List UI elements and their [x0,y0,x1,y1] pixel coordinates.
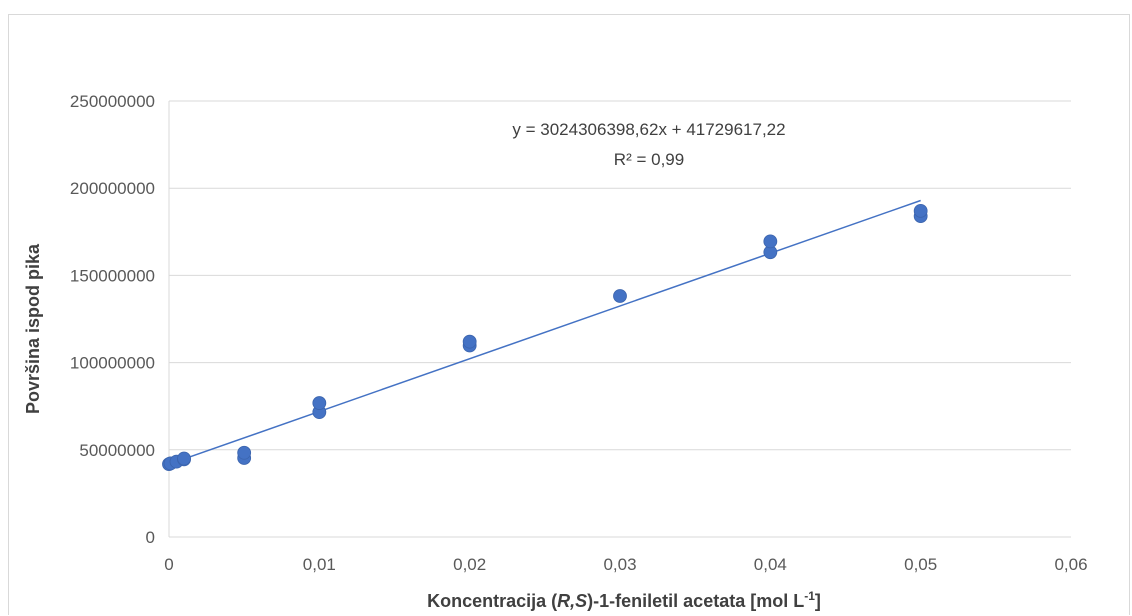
gridlines [169,100,1071,451]
data-point [613,289,627,303]
y-tick-label: 250000000 [70,92,155,111]
data-point [763,234,778,249]
y-tick-label: 50000000 [79,441,155,460]
x-axis-title-prefix: Koncentracija ( [427,591,557,611]
trendline [168,199,921,465]
tick-labels: 0 50000000 100000000 150000000 200000000 2500… [70,92,1088,574]
data-point [462,334,477,349]
x-tick-label: 0,03 [603,555,636,574]
y-axis-title: Površina ispod pika [23,243,43,414]
x-axis-title: Koncentracija (R,S)-1-feniletil acetata … [427,589,821,611]
x-axis-title-sup: -1 [804,589,815,603]
x-tick-label: 0,05 [904,555,937,574]
data-points [162,203,928,472]
trendline-layer [168,199,921,465]
data-point [237,445,252,460]
x-axis-title-mid: )-1-feniletil acetata [mol L [587,591,804,611]
data-point [177,451,191,466]
data-point [913,203,928,218]
chart-area: 0 50000000 100000000 150000000 200000000 2500… [8,14,1130,615]
data-point [312,396,327,410]
x-axis-title-suffix: ] [815,591,821,611]
x-tick-label: 0 [164,555,173,574]
x-tick-label: 0,02 [453,555,486,574]
y-tick-label: 150000000 [70,266,155,285]
y-tick-label: 200000000 [70,179,155,198]
y-tick-label: 100000000 [70,354,155,373]
x-tick-label: 0,06 [1054,555,1087,574]
x-tick-label: 0,01 [303,555,336,574]
x-axis-title-italic: R,S [557,591,587,611]
scatter-chart: 0 50000000 100000000 150000000 200000000 2500… [23,92,1088,611]
trendline-r-squared: R² = 0,99 [614,150,684,169]
x-tick-label: 0,04 [754,555,787,574]
trendline-equation: y = 3024306398,62x + 41729617,22 [512,120,785,139]
y-tick-label: 0 [146,528,155,547]
